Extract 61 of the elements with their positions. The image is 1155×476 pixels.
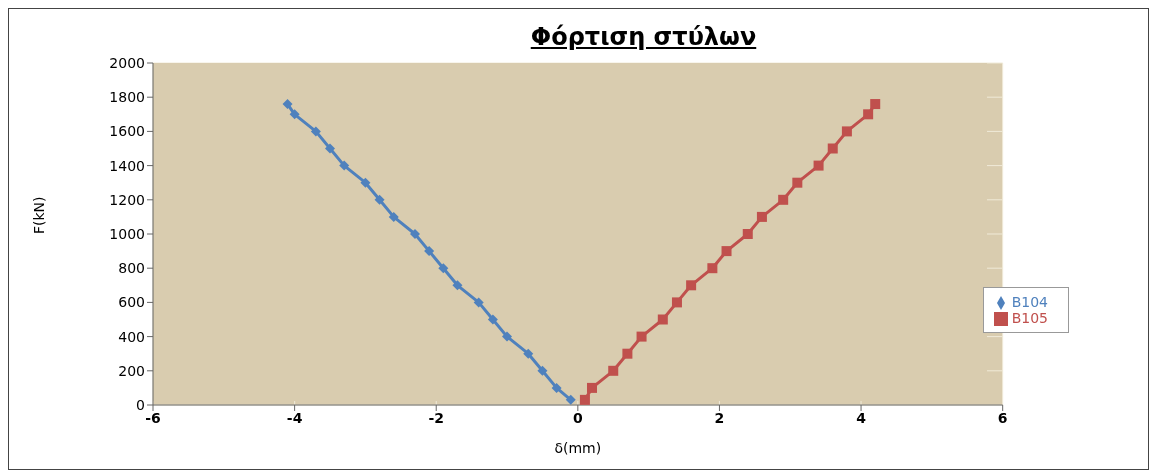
y-tick-label: 800 [118, 260, 145, 277]
x-tick-label: -6 [145, 409, 161, 426]
point [388, 211, 399, 222]
point [487, 314, 498, 325]
x-tick-label: 2 [714, 409, 725, 426]
x-tick-label: 0 [572, 409, 583, 426]
x-tick-label: -2 [428, 409, 445, 426]
point [438, 263, 449, 274]
legend-label: B104 [1011, 294, 1048, 310]
point [424, 246, 435, 257]
point [756, 211, 767, 222]
legend-label: B105 [1011, 310, 1048, 326]
point [473, 297, 484, 308]
point [282, 99, 293, 110]
x-axis-title: δ(mm) [554, 440, 602, 456]
point [325, 143, 336, 154]
chart-title: Φόρτιση στύλων [530, 23, 757, 51]
point [565, 394, 576, 405]
y-tick-label: 0 [136, 396, 145, 413]
point [587, 382, 597, 393]
point [870, 99, 881, 110]
y-tick-label: 200 [118, 362, 145, 379]
point [502, 331, 513, 342]
y-tick-label: 1200 [109, 191, 145, 208]
y-tick-label: 1000 [109, 225, 145, 242]
point [360, 177, 371, 188]
point [289, 109, 300, 120]
point [657, 314, 668, 325]
point [863, 109, 874, 120]
y-tick-label: 1800 [109, 89, 145, 106]
point [452, 280, 463, 291]
point [551, 382, 562, 393]
point [339, 160, 350, 171]
point [636, 331, 647, 342]
point [778, 194, 789, 205]
point [671, 297, 682, 308]
point [310, 126, 321, 137]
point [792, 177, 803, 188]
point [374, 194, 385, 205]
x-tick-label: -4 [286, 409, 303, 426]
y-tick-label: 600 [118, 294, 145, 311]
y-tick-label: 1600 [109, 123, 145, 140]
point [841, 126, 852, 137]
point [579, 394, 590, 405]
point [827, 143, 838, 154]
point [537, 365, 548, 376]
x-tick-label: 4 [856, 409, 867, 426]
point [686, 280, 697, 291]
y-tick-label: 400 [118, 328, 145, 345]
point [707, 263, 718, 274]
point [742, 229, 753, 239]
x-tick-label: 6 [997, 409, 1008, 426]
point [622, 348, 633, 359]
y-tick-label: 2000 [109, 54, 145, 71]
y-tick-label: 1400 [109, 157, 145, 174]
point [608, 365, 619, 376]
point [721, 246, 732, 257]
point [813, 160, 824, 171]
point [409, 229, 420, 239]
y-axis-title: F(kN) [30, 196, 47, 234]
point [523, 348, 534, 359]
